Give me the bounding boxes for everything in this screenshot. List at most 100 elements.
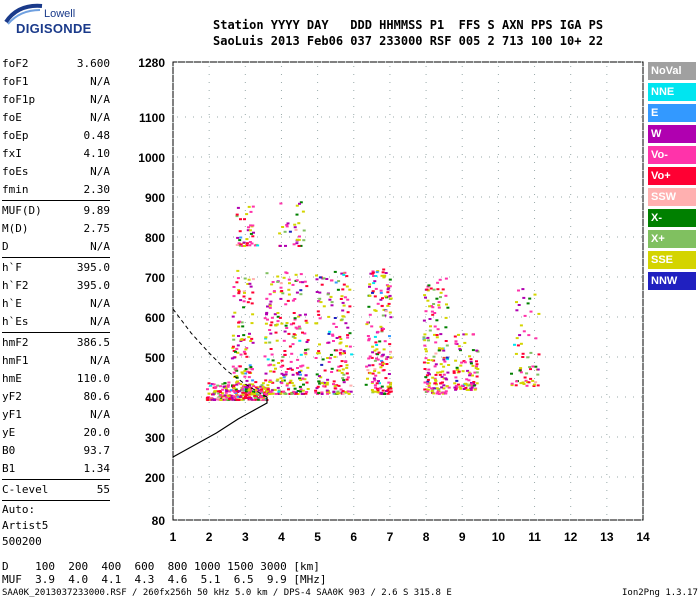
echo-point	[378, 340, 382, 343]
echo-point	[388, 335, 391, 338]
echo-point	[247, 385, 251, 388]
echo-point	[389, 351, 392, 354]
echo-point	[294, 228, 298, 231]
echo-point	[251, 341, 255, 344]
echo-point	[260, 388, 263, 391]
echo-point	[282, 376, 286, 379]
echo-point	[466, 369, 470, 372]
echo-point	[382, 268, 386, 271]
echo-point	[455, 379, 459, 382]
echo-point	[241, 398, 245, 401]
echo-point	[465, 378, 469, 381]
echo-point	[425, 388, 428, 391]
echo-point	[283, 392, 287, 394]
param-row: yF2 80.6	[2, 388, 110, 406]
echo-point	[438, 278, 442, 281]
echo-point	[282, 379, 286, 382]
echo-point	[238, 365, 242, 368]
x-tick-label: 5	[314, 530, 321, 544]
param-value: 395.0	[76, 279, 110, 292]
echo-point	[295, 291, 299, 294]
echo-point	[266, 384, 270, 387]
echo-point	[439, 363, 443, 366]
echo-point	[517, 289, 520, 292]
echo-point	[376, 353, 380, 356]
echo-point	[320, 382, 324, 385]
echo-point	[232, 371, 236, 374]
echo-point	[249, 366, 253, 369]
echo-point	[377, 371, 381, 374]
echo-point	[434, 363, 438, 366]
echo-point	[318, 382, 322, 385]
echo-point	[462, 360, 466, 363]
echo-point	[275, 379, 279, 382]
echo-point	[233, 391, 237, 394]
param-row: foEp 0.48	[2, 127, 110, 145]
echo-point	[475, 371, 479, 374]
echo-point	[239, 218, 242, 221]
echo-point	[513, 343, 516, 346]
echo-point	[250, 392, 254, 394]
echo-point	[375, 357, 378, 360]
echo-point	[265, 313, 268, 316]
echo-point	[268, 381, 272, 383]
echo-point	[299, 281, 302, 284]
echo-point	[249, 387, 253, 390]
echo-point	[381, 353, 385, 356]
echo-point	[387, 302, 391, 305]
echo-point	[270, 353, 274, 356]
echo-point	[369, 272, 373, 275]
echo-point	[248, 384, 251, 387]
echo-point	[386, 304, 390, 307]
echo-point	[522, 296, 526, 299]
echo-point	[247, 389, 251, 392]
echo-point	[438, 373, 442, 376]
echo-point	[536, 373, 540, 376]
echo-point	[447, 386, 451, 389]
echo-point	[277, 389, 281, 392]
echo-point	[250, 337, 254, 340]
echo-point	[339, 348, 343, 351]
echo-point	[373, 295, 377, 298]
param-row: foF2 3.600	[2, 55, 110, 73]
echo-point	[317, 380, 321, 383]
echo-point	[245, 242, 249, 245]
legend-item-sse: SSE	[648, 251, 696, 269]
echo-point	[441, 347, 444, 350]
echo-point	[350, 353, 354, 356]
echo-point	[437, 349, 441, 352]
echo-point	[340, 360, 344, 363]
echo-point	[333, 385, 337, 388]
echo-point	[343, 352, 346, 355]
echo-point	[374, 287, 378, 290]
echo-point	[237, 335, 240, 337]
param-label: h`F2	[2, 279, 29, 292]
param-row: MUF(D) 9.89	[2, 202, 110, 220]
meta-line: 500200	[2, 535, 42, 548]
echo-point	[213, 390, 217, 393]
echo-point	[423, 344, 427, 347]
echo-point	[286, 299, 290, 302]
param-label: foE	[2, 111, 22, 124]
echo-point	[387, 381, 391, 384]
echo-point	[284, 303, 288, 306]
echo-point	[239, 236, 243, 239]
echo-point	[243, 291, 246, 294]
echo-point	[467, 371, 471, 374]
echo-point	[251, 383, 255, 386]
echo-point	[236, 351, 240, 354]
echo-point	[446, 306, 450, 309]
echo-point	[247, 336, 251, 339]
echo-point	[435, 319, 439, 322]
echo-point	[292, 243, 296, 246]
echo-point	[341, 309, 345, 312]
echo-point	[521, 356, 525, 358]
echo-point	[232, 387, 236, 390]
echo-point	[223, 382, 227, 385]
echo-point	[346, 311, 350, 314]
echo-point	[290, 392, 294, 395]
echo-point	[236, 236, 240, 239]
echo-point	[342, 379, 346, 382]
echo-point	[225, 396, 229, 399]
echo-point	[221, 398, 225, 401]
